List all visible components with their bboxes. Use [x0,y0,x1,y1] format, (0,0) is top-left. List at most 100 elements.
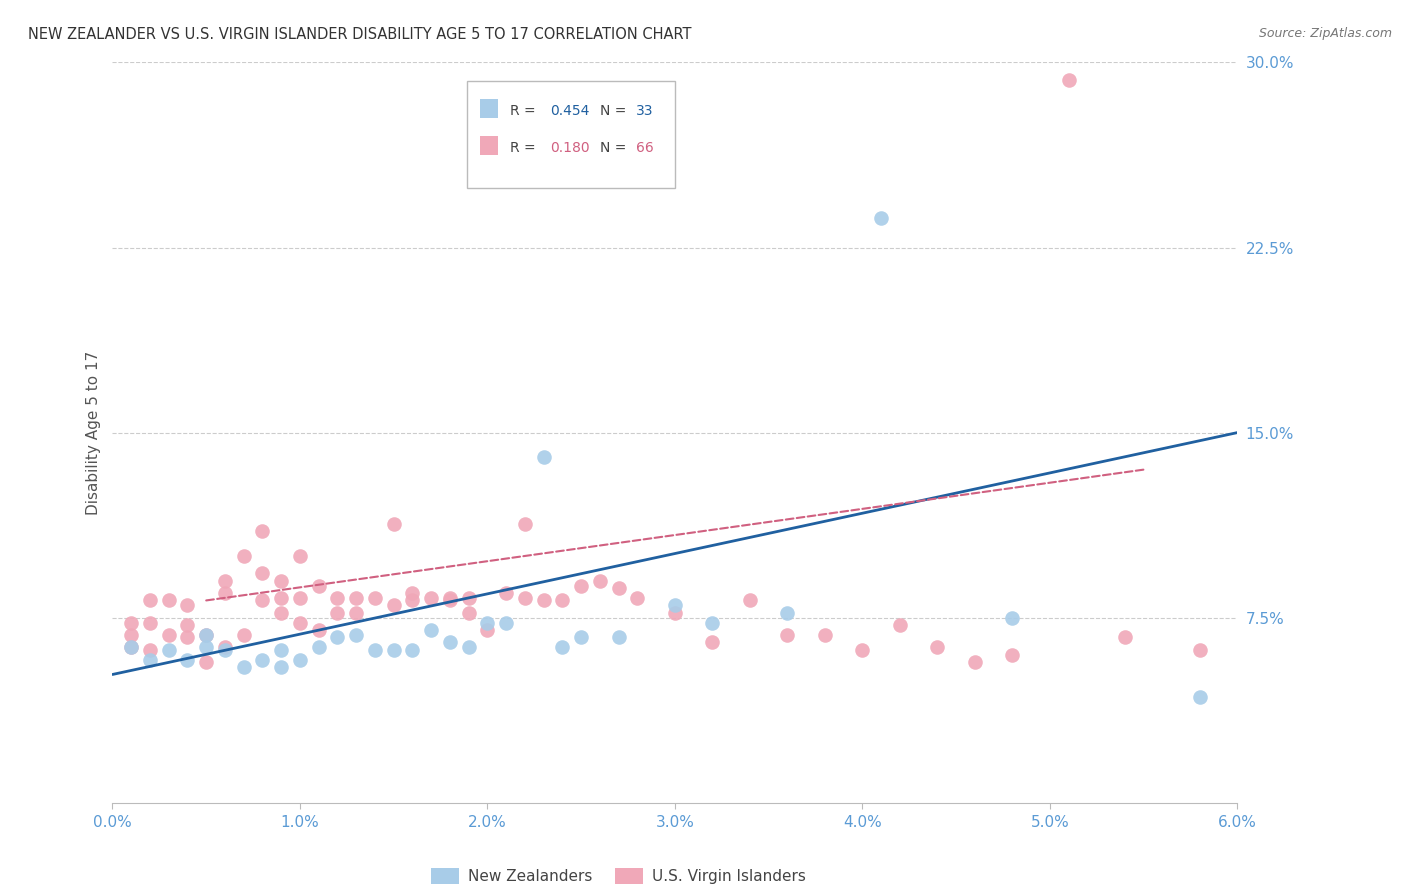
Point [1114,631,1136,645]
Point [439,591,461,605]
Point [270,660,292,674]
Point [776,606,799,620]
Point [344,591,367,605]
Text: 66: 66 [636,141,654,154]
Point [288,549,311,563]
Point [157,628,180,642]
Point [1188,690,1211,704]
Point [270,574,292,588]
Point [607,631,630,645]
Point [288,591,311,605]
Point [364,642,387,657]
FancyBboxPatch shape [481,136,498,155]
Y-axis label: Disability Age 5 to 17: Disability Age 5 to 17 [86,351,101,515]
Point [139,593,162,607]
Point [457,591,479,605]
Point [551,640,574,655]
Point [232,660,254,674]
Point [232,628,254,642]
Point [533,593,555,607]
Point [344,606,367,620]
Point [214,574,236,588]
Point [120,640,142,655]
Point [176,653,198,667]
Point [214,640,236,655]
Point [495,615,517,630]
Text: 33: 33 [636,103,652,118]
Point [513,591,536,605]
Point [664,606,686,620]
Point [252,524,274,539]
Point [1057,72,1080,87]
Point [195,655,218,669]
Point [120,615,142,630]
Point [120,640,142,655]
Legend: New Zealanders, U.S. Virgin Islanders: New Zealanders, U.S. Virgin Islanders [425,863,813,890]
Point [252,566,274,581]
Point [439,635,461,649]
Point [607,581,630,595]
Point [626,591,648,605]
Point [232,549,254,563]
Point [569,631,592,645]
Point [420,591,443,605]
Point [326,591,349,605]
Text: N =: N = [599,103,630,118]
Point [176,599,198,613]
Point [326,606,349,620]
Point [664,599,686,613]
Point [252,593,274,607]
Point [157,593,180,607]
Point [364,591,387,605]
Point [401,593,423,607]
Point [214,586,236,600]
Point [963,655,986,669]
Point [308,640,330,655]
Point [270,642,292,657]
Point [513,516,536,531]
Point [495,586,517,600]
Point [457,640,479,655]
Text: 0.180: 0.180 [550,141,589,154]
Point [1001,648,1024,662]
Point [195,640,218,655]
Point [214,642,236,657]
Point [176,618,198,632]
Point [139,615,162,630]
Point [308,579,330,593]
Point [382,516,405,531]
Point [702,635,724,649]
Point [288,615,311,630]
Point [533,450,555,465]
Point [738,593,761,607]
Point [439,593,461,607]
FancyBboxPatch shape [481,99,498,118]
Text: Source: ZipAtlas.com: Source: ZipAtlas.com [1258,27,1392,40]
Point [870,211,893,225]
Text: NEW ZEALANDER VS U.S. VIRGIN ISLANDER DISABILITY AGE 5 TO 17 CORRELATION CHART: NEW ZEALANDER VS U.S. VIRGIN ISLANDER DI… [28,27,692,42]
Point [551,593,574,607]
Text: N =: N = [599,141,630,154]
Point [889,618,911,632]
Point [195,628,218,642]
Point [139,653,162,667]
Point [589,574,612,588]
Point [1188,642,1211,657]
Point [139,642,162,657]
Point [569,579,592,593]
Point [252,653,274,667]
Point [288,653,311,667]
Point [477,615,499,630]
Point [1001,610,1024,624]
Point [270,591,292,605]
Point [382,642,405,657]
Point [270,606,292,620]
Text: R =: R = [509,103,540,118]
Point [851,642,873,657]
Point [814,628,837,642]
FancyBboxPatch shape [467,81,675,188]
Point [382,599,405,613]
Point [702,615,724,630]
Point [344,628,367,642]
Text: 0.454: 0.454 [550,103,589,118]
